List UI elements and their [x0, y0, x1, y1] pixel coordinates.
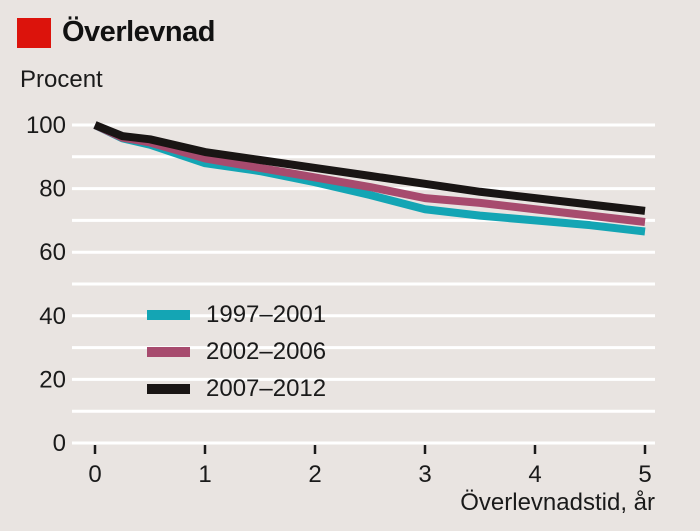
x-tick-label-0: 0	[88, 461, 101, 488]
legend-item-2007-2012: 2007–2012	[147, 370, 326, 407]
y-tick-label-80: 80	[39, 176, 66, 203]
title-accent-square-icon	[17, 17, 51, 48]
y-tick-label-40: 40	[39, 303, 66, 330]
x-tick-label-2: 2	[308, 461, 321, 488]
x-tick-label-5: 5	[638, 461, 651, 488]
x-tick-label-3: 3	[418, 461, 431, 488]
chart-legend: 1997–2001 2002–2006 2007–2012	[147, 296, 326, 407]
y-tick-label-0: 0	[53, 430, 66, 457]
x-tick-label-1: 1	[198, 461, 211, 488]
legend-swatch-icon	[147, 346, 190, 357]
legend-swatch-icon	[147, 383, 190, 394]
x-tick-label-4: 4	[528, 461, 541, 488]
legend-label: 2007–2012	[206, 374, 327, 402]
chart-title: Överlevnad	[62, 16, 215, 48]
legend-item-2002-2006: 2002–2006	[147, 333, 326, 370]
y-tick-label-60: 60	[39, 239, 66, 266]
legend-label: 2002–2006	[206, 337, 327, 365]
y-tick-label-100: 100	[26, 112, 66, 139]
series-line-2007-2012	[93, 121, 646, 215]
legend-label: 1997–2001	[206, 300, 327, 328]
y-axis-unit-label: Procent	[20, 66, 103, 93]
x-axis-label: Överlevnadstid, år	[460, 489, 655, 516]
legend-swatch-icon	[147, 309, 190, 320]
legend-item-1997-2001: 1997–2001	[147, 296, 326, 333]
y-tick-label-20: 20	[39, 366, 66, 393]
chart-header: Överlevnad	[17, 16, 215, 49]
